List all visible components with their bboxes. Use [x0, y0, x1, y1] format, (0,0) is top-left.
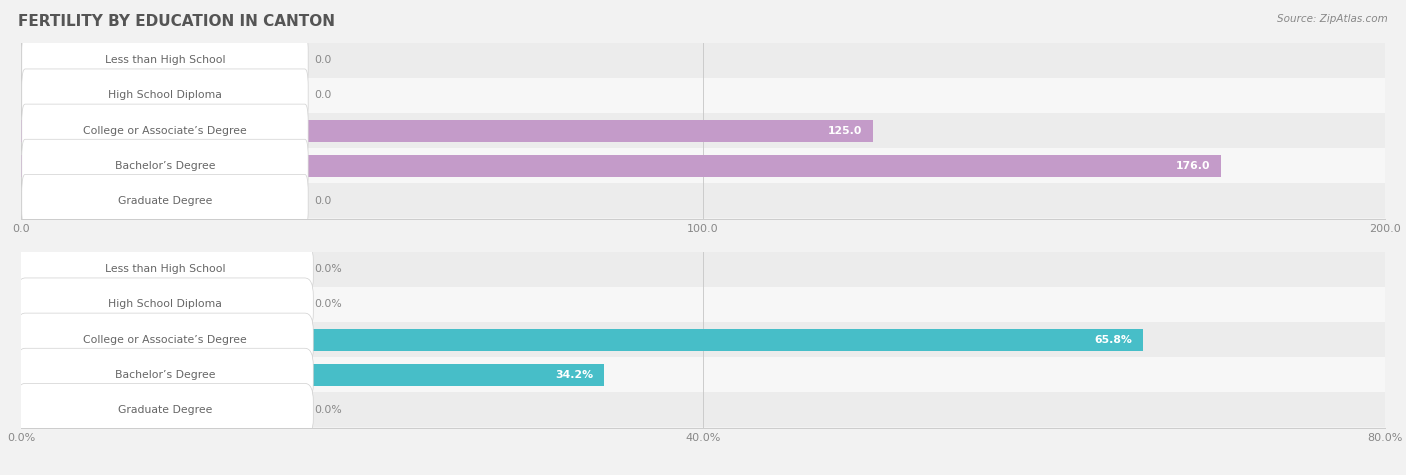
- Bar: [21, 120, 873, 142]
- Bar: [21, 155, 1222, 177]
- Bar: [21, 148, 1385, 183]
- FancyBboxPatch shape: [21, 34, 308, 87]
- Bar: [21, 113, 1385, 148]
- Text: College or Associate’s Degree: College or Associate’s Degree: [83, 334, 247, 345]
- Text: 0.0%: 0.0%: [315, 264, 342, 275]
- Bar: [21, 364, 605, 386]
- Text: 0.0: 0.0: [315, 55, 332, 66]
- Bar: [21, 392, 1385, 428]
- Bar: [21, 357, 1385, 392]
- Text: High School Diploma: High School Diploma: [108, 299, 222, 310]
- FancyBboxPatch shape: [17, 348, 314, 401]
- FancyBboxPatch shape: [21, 174, 308, 228]
- Text: Graduate Degree: Graduate Degree: [118, 405, 212, 415]
- Text: 0.0%: 0.0%: [315, 405, 342, 415]
- FancyBboxPatch shape: [17, 313, 314, 366]
- FancyBboxPatch shape: [21, 104, 308, 157]
- Bar: [21, 43, 1385, 78]
- Text: Bachelor’s Degree: Bachelor’s Degree: [115, 370, 215, 380]
- Bar: [21, 183, 1385, 218]
- Text: 125.0: 125.0: [828, 125, 862, 136]
- Text: 0.0: 0.0: [315, 196, 332, 206]
- Text: College or Associate’s Degree: College or Associate’s Degree: [83, 125, 247, 136]
- Text: Bachelor’s Degree: Bachelor’s Degree: [115, 161, 215, 171]
- Bar: [21, 78, 1385, 113]
- Bar: [21, 329, 1143, 351]
- Text: 0.0%: 0.0%: [315, 299, 342, 310]
- Text: High School Diploma: High School Diploma: [108, 90, 222, 101]
- FancyBboxPatch shape: [21, 139, 308, 192]
- Bar: [21, 322, 1385, 357]
- Bar: [21, 252, 1385, 287]
- FancyBboxPatch shape: [21, 69, 308, 122]
- Text: 65.8%: 65.8%: [1094, 334, 1132, 345]
- Text: Less than High School: Less than High School: [104, 264, 225, 275]
- Text: Source: ZipAtlas.com: Source: ZipAtlas.com: [1277, 14, 1388, 24]
- Text: 34.2%: 34.2%: [555, 370, 593, 380]
- Text: FERTILITY BY EDUCATION IN CANTON: FERTILITY BY EDUCATION IN CANTON: [18, 14, 335, 29]
- FancyBboxPatch shape: [17, 243, 314, 296]
- Text: Graduate Degree: Graduate Degree: [118, 196, 212, 206]
- Text: 0.0: 0.0: [315, 90, 332, 101]
- Bar: [21, 287, 1385, 322]
- FancyBboxPatch shape: [17, 278, 314, 331]
- Text: 176.0: 176.0: [1175, 161, 1211, 171]
- FancyBboxPatch shape: [17, 383, 314, 437]
- Text: Less than High School: Less than High School: [104, 55, 225, 66]
